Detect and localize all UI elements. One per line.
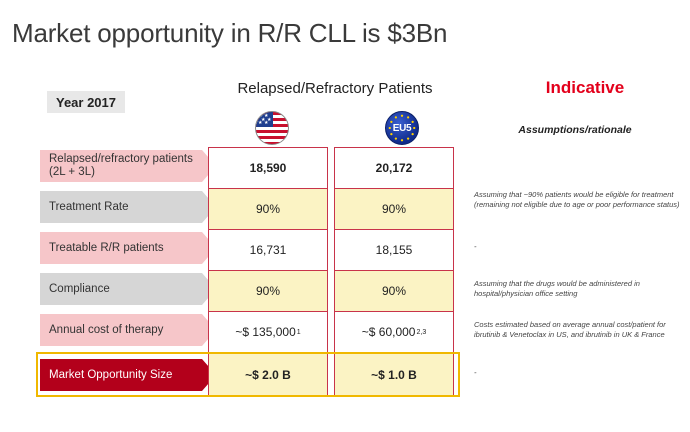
eu-flag-icon: EU5 (385, 111, 419, 145)
eu-annual-cost-value: ~$ 60,000 (361, 325, 416, 339)
us-annual-cost-value: ~$ 135,000 (235, 325, 296, 339)
us-flag-icon: ★ ★ ★ ★ ★ ★ (255, 111, 289, 145)
eu-annual-cost-footnote: 2,3 (416, 328, 427, 336)
eu-treatable-patients: 18,155 (335, 230, 453, 271)
us-annual-cost: ~$ 135,000 1 (209, 312, 327, 353)
note-market-opportunity: - (474, 368, 477, 377)
year-label: Year 2017 (47, 91, 125, 113)
eu-compliance: 90% (335, 271, 453, 312)
eu-market-opportunity: ~$ 1.0 B (335, 354, 453, 396)
note-treatable-patients: - (474, 242, 477, 251)
us-annual-cost-footnote: 1 (296, 328, 301, 336)
row-label-rr-patients: Relapsed/refractory patients (2L + 3L) (40, 150, 216, 182)
eu-flag-label: EU5 (392, 122, 412, 134)
row-label-compliance: Compliance (40, 273, 216, 305)
note-compliance: Assuming that the drugs would be adminis… (474, 279, 640, 298)
market-opportunity-highlight (36, 352, 460, 397)
column-header: Relapsed/Refractory Patients (237, 80, 433, 97)
row-label-treatment-rate: Treatment Rate (40, 191, 216, 223)
us-treatment-rate: 90% (209, 189, 327, 230)
row-label-treatable-patients: Treatable R/R patients (40, 232, 216, 264)
page-title: Market opportunity in R/R CLL is $3Bn (12, 18, 448, 48)
us-column: 18,590 90% 16,731 90% ~$ 135,000 1 ~$ 2.0… (208, 147, 328, 397)
eu-annual-cost: ~$ 60,000 2,3 (335, 312, 453, 353)
note-rr-patients: Assuming that ~90% patients would be eli… (474, 190, 680, 209)
us-treatable-patients: 16,731 (209, 230, 327, 271)
row-label-market-opportunity: Market Opportunity Size (40, 359, 216, 391)
indicative-label: Indicative (545, 78, 625, 97)
note-annual-cost: Costs estimated based on average annual … (474, 320, 666, 339)
eu-rr-patients: 20,172 (335, 148, 453, 189)
row-label-annual-cost: Annual cost of therapy (40, 314, 216, 346)
us-compliance: 90% (209, 271, 327, 312)
us-market-opportunity: ~$ 2.0 B (209, 354, 327, 396)
us-rr-patients: 18,590 (209, 148, 327, 189)
eu-treatment-rate: 90% (335, 189, 453, 230)
assumptions-header: Assumptions/rationale (518, 124, 632, 136)
